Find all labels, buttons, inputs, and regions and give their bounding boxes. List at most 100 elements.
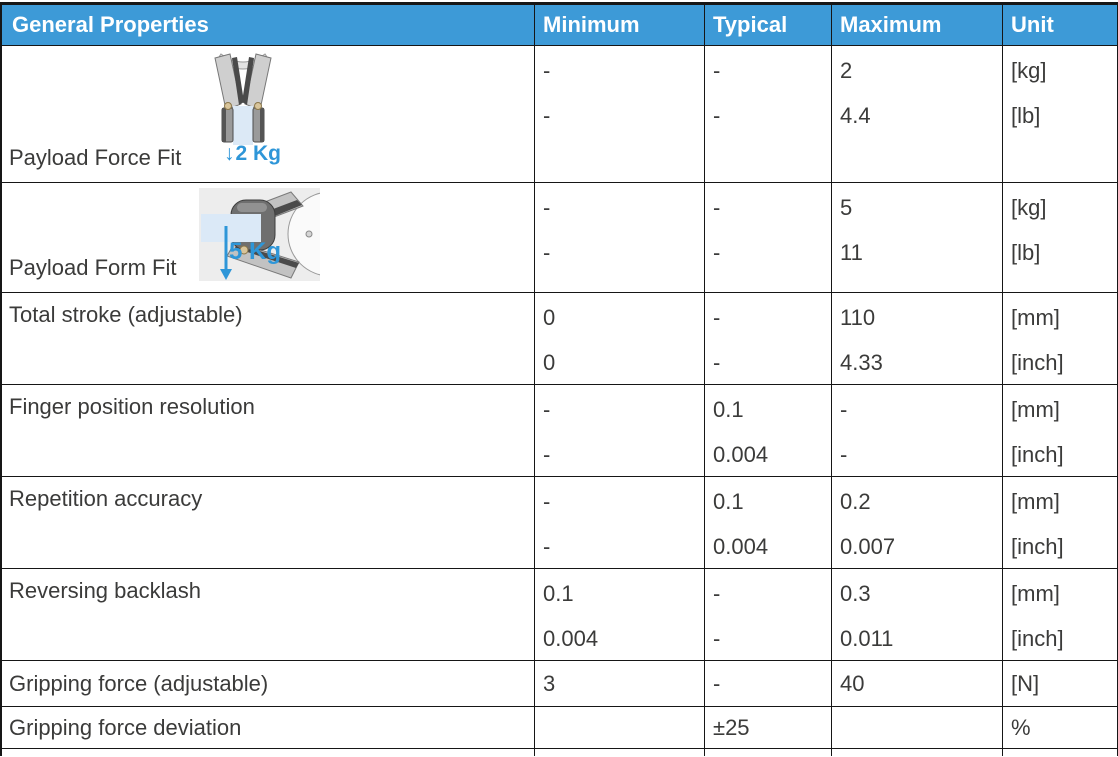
table-header-row: General Properties Minimum Typical Maxim… — [2, 5, 1117, 46]
row-reversing-backlash: Reversing backlash 0.1 0.004 - - 0.3 0.0… — [2, 569, 1117, 661]
min-value: - — [543, 488, 551, 514]
max-cell: 40 — [832, 661, 1003, 706]
max-value: - — [840, 441, 848, 467]
unit-cell: [mm] [inch] — [1003, 385, 1117, 476]
typical-value: - — [713, 349, 721, 375]
payload-force-fit-caption: ↓2 Kg — [224, 142, 281, 166]
min-value: - — [543, 194, 551, 220]
max-value: 110 — [840, 304, 876, 330]
min-value: 0 — [543, 349, 556, 375]
row-total-stroke: Total stroke (adjustable) 0 0 - - 110 4.… — [2, 293, 1117, 385]
min-value: 0 — [543, 304, 556, 330]
max-value: 0.011 — [840, 625, 894, 651]
col-header-maximum: Maximum — [832, 5, 1003, 45]
min-value: - — [543, 441, 551, 467]
max-value: - — [840, 396, 848, 422]
max-value: 2 — [840, 57, 853, 83]
row-payload-force-fit: ↓2 Kg Payload Force Fit - - - - 2 4.4 [k… — [2, 46, 1117, 183]
property-label: Finger position resolution — [9, 394, 255, 419]
unit-value: [mm] — [1011, 304, 1060, 330]
unit-value: [kg] — [1011, 194, 1047, 220]
max-value: 40 — [840, 670, 865, 696]
min-value: - — [543, 57, 551, 83]
typical-value: - — [713, 239, 721, 265]
typical-value: - — [713, 580, 721, 606]
unit-value: [inch] — [1011, 349, 1064, 375]
typical-cell: ±25 — [705, 707, 832, 748]
unit-value: [mm] — [1011, 488, 1060, 514]
unit-value: [inch] — [1011, 441, 1064, 467]
min-value: - — [543, 239, 551, 265]
typical-value: - — [713, 304, 721, 330]
typical-cell: - - — [705, 46, 832, 182]
min-cell — [535, 707, 705, 748]
row-finger-position-resolution: Finger position resolution - - 0.1 0.004… — [2, 385, 1117, 477]
min-cell: - - — [535, 477, 705, 568]
typical-value: ±25 — [713, 714, 750, 740]
max-cell: 5 11 — [832, 183, 1003, 292]
max-value: 4.33 — [840, 349, 883, 375]
property-label: Total stroke (adjustable) — [9, 302, 243, 327]
min-cell: 0 0 — [535, 293, 705, 384]
min-value: - — [543, 533, 551, 559]
unit-value: % — [1011, 714, 1031, 740]
typical-value: - — [713, 57, 721, 83]
max-cell — [832, 707, 1003, 748]
unit-cell: [kg] [lb] — [1003, 46, 1117, 182]
unit-cell: [mm] [inch] — [1003, 569, 1117, 660]
typical-cell: - — [705, 661, 832, 706]
max-cell: 0.2 0.007 — [832, 477, 1003, 568]
unit-cell: [kg] [lb] — [1003, 183, 1117, 292]
payload-force-fit-image — [214, 53, 272, 145]
unit-value: [N] — [1011, 670, 1040, 696]
table-title: General Properties — [2, 5, 535, 45]
max-value: 4.4 — [840, 102, 871, 128]
row-payload-form-fit: 5 Kg Payload Form Fit - - - - 5 11 [kg] … — [2, 183, 1117, 293]
min-cell: 0.1 0.004 — [535, 569, 705, 660]
max-cell: - - — [832, 385, 1003, 476]
col-header-unit: Unit — [1011, 12, 1054, 37]
typical-cell: 0.1 0.004 — [705, 385, 832, 476]
typical-value: 0.004 — [713, 533, 769, 559]
payload-weight-label: 2 Kg — [235, 142, 282, 165]
min-value: 0.004 — [543, 625, 599, 651]
min-value: 0.1 — [543, 580, 574, 606]
typical-value: 0.004 — [713, 441, 769, 467]
max-value: 0.007 — [840, 533, 896, 559]
min-cell: - - — [535, 46, 705, 182]
max-value: 0.3 — [840, 580, 871, 606]
typical-value: - — [713, 670, 721, 696]
min-value: 3 — [543, 670, 556, 696]
unit-cell: [N] — [1003, 661, 1117, 706]
payload-form-fit-image — [199, 188, 320, 281]
min-cell: - - — [535, 183, 705, 292]
row-gripping-force: Gripping force (adjustable) 3 - 40 [N] — [2, 661, 1117, 707]
unit-cell: [mm] [inch] — [1003, 477, 1117, 568]
min-cell: 3 — [535, 661, 705, 706]
payload-form-fit-caption: 5 Kg — [229, 238, 281, 266]
row-gripping-force-deviation: Gripping force deviation ±25 % — [2, 707, 1117, 749]
typical-cell: - - — [705, 569, 832, 660]
typical-value: - — [713, 194, 721, 220]
max-cell: 0.3 0.011 — [832, 569, 1003, 660]
min-value: - — [543, 102, 551, 128]
unit-value: [mm] — [1011, 396, 1060, 422]
property-label: Repetition accuracy — [9, 486, 203, 511]
unit-value: [lb] — [1011, 102, 1041, 128]
row-repetition-accuracy: Repetition accuracy - - 0.1 0.004 0.2 0.… — [2, 477, 1117, 569]
min-cell: - - — [535, 385, 705, 476]
property-label: Payload Form Fit — [9, 255, 177, 280]
unit-value: [lb] — [1011, 239, 1041, 265]
property-label: Gripping force deviation — [9, 714, 242, 740]
col-header-typical: Typical — [705, 5, 832, 45]
unit-value: [inch] — [1011, 533, 1064, 559]
unit-cell: [mm] [inch] — [1003, 293, 1117, 384]
max-value: 5 — [840, 194, 853, 220]
max-cell: 110 4.33 — [832, 293, 1003, 384]
typical-value: 0.1 — [713, 488, 744, 514]
typical-value: - — [713, 625, 721, 651]
typical-cell: - - — [705, 183, 832, 292]
typical-cell: 0.1 0.004 — [705, 477, 832, 568]
